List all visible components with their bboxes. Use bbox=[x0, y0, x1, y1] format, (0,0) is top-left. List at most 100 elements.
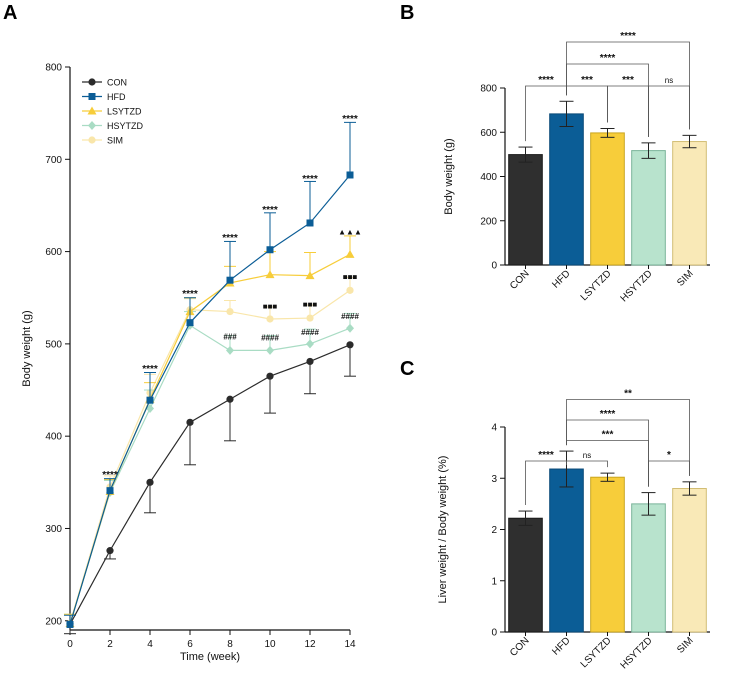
data-point bbox=[266, 315, 274, 323]
data-point bbox=[306, 339, 314, 349]
series-line-con bbox=[69, 344, 351, 625]
panel-c-letter: C bbox=[400, 358, 414, 380]
y-tick-label: 0 bbox=[491, 628, 497, 639]
data-point bbox=[305, 271, 315, 280]
comparison-label: *** bbox=[581, 75, 593, 86]
x-tick-label: 14 bbox=[344, 639, 356, 650]
significance-marker: **** bbox=[142, 364, 158, 375]
data-point bbox=[226, 395, 234, 403]
comparison-bracket bbox=[648, 85, 690, 137]
series-hfd bbox=[64, 121, 356, 628]
legend-marker bbox=[87, 106, 97, 115]
data-point bbox=[266, 246, 274, 254]
y-tick-label: 600 bbox=[45, 247, 62, 258]
panel-b-letter: B bbox=[400, 2, 414, 24]
comparison-bracket bbox=[566, 460, 608, 468]
comparison-label: **** bbox=[600, 409, 616, 420]
significance-marker: #### bbox=[341, 312, 359, 321]
data-point bbox=[226, 345, 234, 355]
legend-marker bbox=[88, 78, 96, 86]
comparison-bracket bbox=[566, 41, 690, 130]
significance-marker: ■■■ bbox=[343, 273, 358, 282]
y-tick-label: 400 bbox=[480, 172, 497, 183]
comparison-label: **** bbox=[538, 450, 554, 461]
bar-hsytzd bbox=[631, 150, 666, 266]
x-tick-label: SIM bbox=[675, 268, 695, 288]
legend-label: SIM bbox=[107, 136, 123, 146]
y-tick-label: 200 bbox=[480, 216, 497, 227]
comparison-label: *** bbox=[622, 75, 634, 86]
comparison-label: **** bbox=[620, 31, 636, 42]
series-line-lsytzd bbox=[69, 253, 351, 624]
data-point bbox=[226, 307, 234, 316]
y-axis-title: Body weight (g) bbox=[443, 138, 455, 214]
data-point bbox=[226, 276, 234, 284]
x-tick-label: HFD bbox=[550, 635, 572, 657]
x-tick-label: 12 bbox=[304, 639, 316, 650]
y-tick-label: 400 bbox=[45, 432, 62, 443]
series-line-sim bbox=[69, 289, 351, 624]
bar-lsytzd bbox=[590, 132, 625, 266]
legend-label: HSYTZD bbox=[107, 121, 144, 131]
x-tick-label: 0 bbox=[67, 639, 73, 650]
y-tick-label: 500 bbox=[45, 339, 62, 350]
comparison-label: ns bbox=[665, 76, 673, 85]
y-tick-label: 1 bbox=[491, 576, 497, 587]
significance-marker: #### bbox=[261, 333, 279, 342]
comparison-label: * bbox=[667, 450, 671, 461]
data-point bbox=[186, 319, 194, 327]
data-point bbox=[346, 341, 354, 349]
significance-marker: #### bbox=[301, 328, 319, 337]
data-point bbox=[146, 478, 154, 486]
data-point bbox=[66, 620, 74, 628]
comparison-bracket bbox=[566, 399, 690, 476]
legend-marker bbox=[88, 136, 96, 144]
bar-con bbox=[508, 154, 543, 266]
data-point bbox=[306, 357, 314, 366]
series-line-hfd bbox=[69, 174, 351, 625]
legend-marker bbox=[88, 93, 96, 100]
data-point bbox=[346, 286, 354, 294]
significance-marker: **** bbox=[182, 289, 198, 300]
y-tick-label: 700 bbox=[45, 155, 62, 166]
x-tick-label: 8 bbox=[227, 639, 233, 650]
y-tick-label: 800 bbox=[45, 63, 62, 74]
x-tick-label: 2 bbox=[107, 639, 113, 650]
bar-hsytzd bbox=[631, 503, 666, 633]
bar-sim bbox=[672, 141, 707, 266]
comparison-label: **** bbox=[600, 53, 616, 64]
data-point bbox=[146, 396, 154, 404]
comparison-bracket bbox=[648, 460, 690, 487]
x-axis-title: Time (week) bbox=[180, 651, 240, 663]
x-tick-label: LSYTZD bbox=[579, 268, 614, 303]
bar-hfd bbox=[549, 468, 584, 633]
data-point bbox=[346, 171, 354, 179]
panel-c-bar-chart: C 0 1 2 3 4 CON HFD LSYTZD HSYTZD SIM Liver weight … bbox=[400, 358, 710, 671]
y-axis-title: Body weight (g) bbox=[21, 310, 33, 386]
significance-marker: ▲▲▲ bbox=[338, 227, 362, 236]
series-line-hsytzd bbox=[69, 324, 351, 624]
x-tick-label: HFD bbox=[550, 268, 572, 290]
bar-sim bbox=[672, 488, 707, 633]
data-point bbox=[106, 487, 114, 495]
data-point bbox=[266, 372, 274, 380]
significance-marker: **** bbox=[342, 114, 358, 125]
significance-marker: **** bbox=[262, 205, 278, 216]
significance-marker: ### bbox=[223, 333, 237, 342]
legend-label: HFD bbox=[107, 92, 126, 102]
x-tick-label: HSYTZD bbox=[619, 635, 655, 671]
data-point bbox=[306, 314, 314, 322]
comparison-label: ns bbox=[583, 451, 591, 460]
y-tick-label: 4 bbox=[491, 423, 497, 434]
data-point bbox=[265, 270, 275, 279]
legend: CON HFD LSYTZD HSYTZD SIM bbox=[82, 78, 144, 146]
series-lsytzd bbox=[64, 235, 356, 628]
x-tick-label: 6 bbox=[187, 639, 193, 650]
y-tick-label: 800 bbox=[480, 84, 497, 95]
data-point bbox=[346, 323, 354, 333]
legend-marker bbox=[88, 121, 96, 130]
comparison-bracket bbox=[607, 85, 649, 137]
significance-marker: **** bbox=[222, 233, 238, 244]
data-point bbox=[266, 345, 274, 355]
